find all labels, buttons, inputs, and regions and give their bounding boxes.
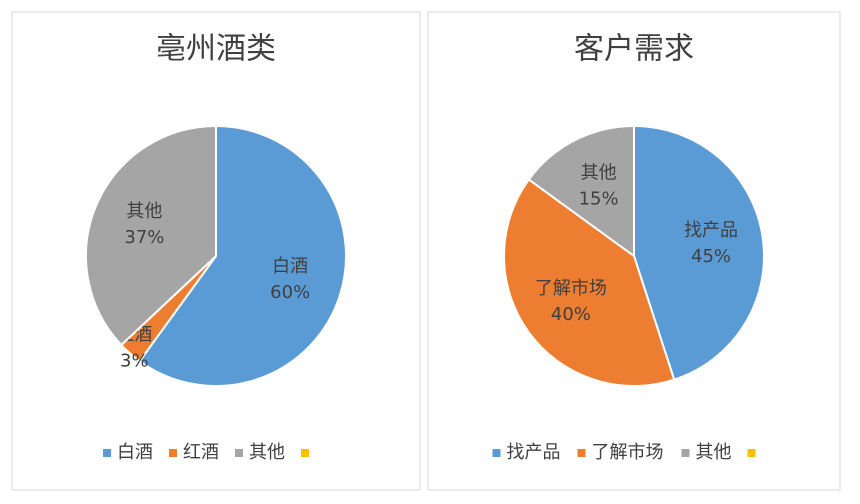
slice-label: 45% — [691, 246, 731, 267]
slice-category: 了解市场 — [535, 278, 607, 299]
legend-label: 红酒 — [183, 442, 219, 463]
pie-slice — [633, 124, 765, 381]
chart-title: 客户需求 — [574, 32, 694, 67]
slice-category: 其他 — [126, 201, 162, 222]
slice-label: 40% — [551, 304, 591, 325]
legend-swatch — [169, 449, 177, 457]
legend-swatch — [103, 449, 111, 457]
slice-label: 3% — [120, 351, 149, 372]
pie-slice — [503, 178, 676, 387]
legend-swatch — [492, 449, 501, 457]
legend-label: 白酒 — [117, 442, 153, 463]
legend-label: 其他 — [249, 442, 285, 463]
slice-category: 找产品 — [684, 220, 738, 241]
legend-swatch — [681, 449, 690, 457]
chart-title: 亳州酒类 — [156, 32, 276, 67]
legend-swatch — [301, 449, 309, 457]
legend-label: 了解市场 — [592, 442, 664, 463]
legend-swatch — [577, 449, 586, 457]
slice-label: 60% — [270, 282, 310, 303]
slice-category: 白酒 — [272, 256, 308, 277]
pie-slice — [138, 124, 347, 387]
legend-swatch — [747, 449, 756, 457]
pie-slice — [527, 124, 635, 258]
legend-swatch — [235, 449, 243, 457]
slice-category: 其他 — [581, 163, 617, 184]
pie-slice — [85, 124, 217, 347]
slice-label: 15% — [579, 189, 619, 210]
slice-label: 37% — [124, 227, 164, 248]
legend-label: 其他 — [696, 442, 732, 463]
legend-label: 找产品 — [507, 442, 561, 463]
